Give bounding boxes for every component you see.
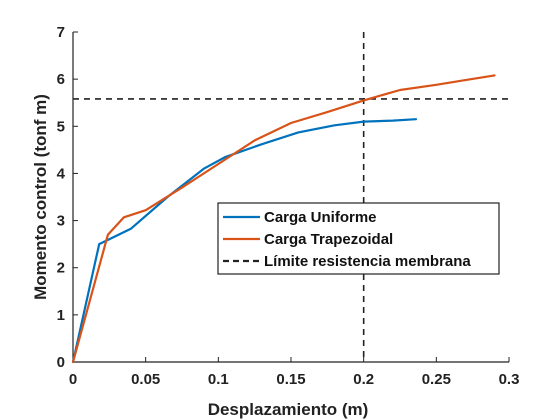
x-tick-label: 0.05 <box>131 371 160 388</box>
legend-box <box>217 202 500 275</box>
x-tick-label: 0.15 <box>276 371 305 388</box>
x-tick-label: 0.2 <box>353 371 374 388</box>
x-tick-label: 0.3 <box>499 371 520 388</box>
y-axis-title: Momento control (tonf m) <box>31 94 50 300</box>
x-tick-label: 0.25 <box>422 371 451 388</box>
x-axis-title: Desplazamiento (m) <box>208 400 369 419</box>
y-tick-label: 2 <box>57 260 65 277</box>
y-tick-label: 3 <box>57 213 65 230</box>
y-tick-label: 7 <box>57 24 65 41</box>
y-tick-label: 1 <box>57 307 65 324</box>
x-tick-label: 0.1 <box>208 371 229 388</box>
series-line-carga-uniforme <box>71 118 418 364</box>
y-tick-label: 5 <box>57 118 65 135</box>
x-tick-label: 0 <box>69 371 77 388</box>
legend-label-limite-membrana: Límite resistencia membrana <box>264 253 471 270</box>
legend-label-carga-trapezoidal: Carga Trapezoidal <box>264 231 393 248</box>
y-tick-label: 6 <box>57 71 65 88</box>
y-tick-label: 0 <box>57 354 65 371</box>
series-line-carga-trapezoidal <box>71 74 496 364</box>
legend-label-carga-uniforme: Carga Uniforme <box>264 209 377 226</box>
y-tick-label: 4 <box>57 165 66 182</box>
